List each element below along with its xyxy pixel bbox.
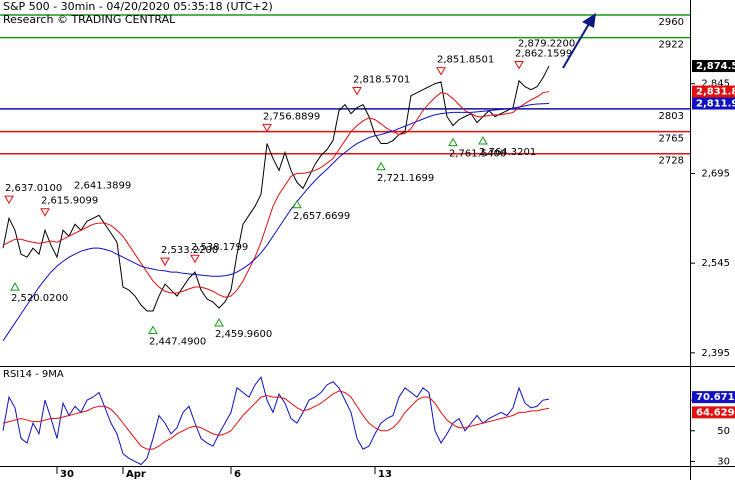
y-tick-label: 50: [717, 426, 730, 437]
x-tick-label: 13: [378, 469, 392, 480]
level-label: 2728: [659, 156, 684, 167]
last-value-box-label: 2,831.89: [696, 87, 735, 98]
x-tick-label: 6: [234, 469, 241, 480]
series-line: [2, 91, 550, 298]
price-panel: 2,845 2,695 2,545 2,395 2,637.0100 2,615.9099…: [2, 38, 735, 480]
rsi-value-box: [692, 391, 735, 404]
last-value-box-label: 2,874.56: [696, 61, 735, 72]
annotation-label: 2,862.1599: [515, 48, 572, 59]
last-value-box: [692, 85, 735, 98]
annotation-label: 2,764.3201: [479, 147, 536, 158]
annotation-label: 2,818.5701: [353, 75, 410, 86]
support-marker: [376, 161, 386, 171]
y-tick-label: 2,845: [701, 79, 730, 90]
support-marker: [10, 282, 20, 291]
level-label: 2922: [659, 40, 684, 51]
annotation-label: 2,520.0200: [11, 293, 68, 304]
support-marker: [214, 317, 224, 327]
annotation-label: 2,879.2200: [518, 38, 575, 49]
series-line: [2, 376, 550, 466]
level-label: 2765: [659, 134, 684, 145]
forecast-arrow: [562, 21, 591, 69]
annotation-label: 2,851.8501: [437, 55, 494, 66]
resistance-marker: [190, 254, 200, 264]
resistance-marker: [40, 208, 50, 217]
annotation-label: 2,721.1699: [377, 173, 434, 184]
annotation-label: 2,761.5400: [449, 149, 506, 160]
annotation-label: 2,538.1799: [191, 242, 248, 253]
annotation-label: 2,459.9600: [215, 329, 272, 340]
support-marker: [478, 135, 488, 145]
annotation-label: 2,756.8899: [263, 111, 320, 122]
forecast-arrowhead: [582, 13, 596, 28]
rsi-value-box-label: 64.6291: [696, 407, 735, 418]
last-value-box: [692, 60, 735, 73]
resistance-marker: [160, 257, 170, 267]
support-marker: [148, 325, 158, 334]
resistance-marker: [514, 60, 524, 70]
levels: 2960 2922 2803 2765 2728: [0, 14, 690, 167]
level-label: 2803: [659, 111, 684, 122]
chart-title: S&P 500 - 30min - 04/20/2020 05:35:18 (U…: [3, 0, 273, 13]
x-tick-label: Apr: [126, 469, 146, 480]
support-marker: [448, 137, 458, 147]
annotation-label: 2,533.2200: [161, 245, 218, 256]
last-value-box-label: 2,811.9: [696, 99, 735, 110]
annotation-label: 2,637.0100: [5, 183, 62, 194]
y-tick-label: 30: [717, 456, 730, 467]
x-tick-label: 30: [60, 469, 74, 480]
level-label: 2960: [659, 17, 684, 28]
series-line: [2, 390, 550, 450]
rsi-panel: 70503070.671664.6291: [2, 376, 735, 467]
annotation-label: 2,641.3899: [74, 180, 131, 191]
annotation-label: 2,657.6699: [293, 211, 350, 222]
resistance-marker: [262, 123, 272, 133]
support-marker: [292, 199, 302, 209]
series-line: [2, 65, 550, 312]
annotation-label: 2,615.9099: [41, 196, 98, 207]
y-tick-label: 2,695: [701, 168, 730, 179]
resistance-marker: [4, 195, 14, 205]
last-value-box: [692, 97, 735, 110]
resistance-marker: [352, 87, 362, 96]
chart-subtitle: Research © TRADING CENTRAL: [3, 13, 176, 26]
annotation-label: 2,447.4900: [149, 336, 206, 347]
y-tick-label: 2,545: [701, 258, 730, 269]
rsi-title: RSI14 - 9MA: [3, 369, 64, 380]
y-tick-label: 2,395: [701, 348, 730, 359]
rsi-value-box: [692, 406, 735, 419]
resistance-marker: [436, 67, 446, 76]
series-line: [2, 103, 550, 342]
